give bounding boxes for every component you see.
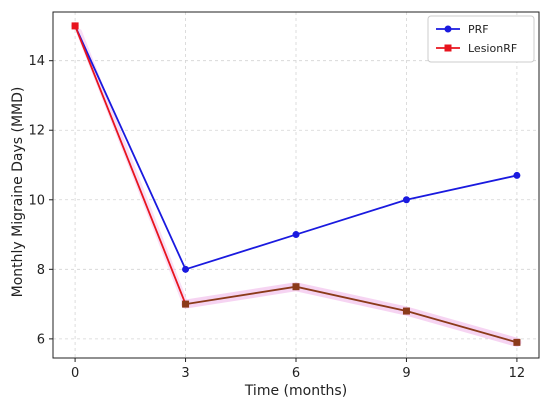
y-tick-label: 10 <box>28 193 45 208</box>
series-group <box>71 22 521 346</box>
y-tick-label: 14 <box>28 54 45 69</box>
x-tick-label: 0 <box>71 366 79 381</box>
y-tick-label: 8 <box>37 263 45 278</box>
legend-marker-prf <box>444 25 452 33</box>
point-lesionrf <box>513 338 521 346</box>
legend-box <box>427 15 535 63</box>
y-axis-title: Monthly Migraine Days (MMD) <box>10 87 26 298</box>
lesionrf-highlight <box>76 28 522 347</box>
point-prf <box>513 171 521 179</box>
point-lesionrf <box>402 307 410 315</box>
x-tick-label: 6 <box>292 366 300 381</box>
point-prf <box>402 196 410 204</box>
x-tick-label: 12 <box>509 366 526 381</box>
legend-label-lesionrf: LesionRF <box>468 42 517 55</box>
axis-ticks: 0 3 6 9 12 6 8 10 12 14 <box>28 54 525 381</box>
series-line-lesionrf <box>74 25 187 305</box>
point-prf <box>182 265 190 273</box>
legend-label-prf: PRF <box>468 23 489 36</box>
x-axis-title: Time (months) <box>244 383 347 399</box>
series-line-lesionrf-continued <box>185 285 518 344</box>
point-lesionrf <box>182 300 190 308</box>
lesionrf-highlight-band <box>181 282 522 347</box>
legend-marker-lesionrf <box>444 44 452 52</box>
y-tick-label: 6 <box>37 332 45 347</box>
point-lesionrf <box>292 283 300 291</box>
legend: PRF LesionRF <box>427 15 535 63</box>
x-tick-label: 9 <box>402 366 410 381</box>
x-tick-label: 3 <box>181 366 189 381</box>
point-lesionrf <box>71 22 79 30</box>
grid-lines <box>53 12 539 358</box>
point-prf <box>292 231 300 239</box>
y-tick-label: 12 <box>28 124 45 139</box>
